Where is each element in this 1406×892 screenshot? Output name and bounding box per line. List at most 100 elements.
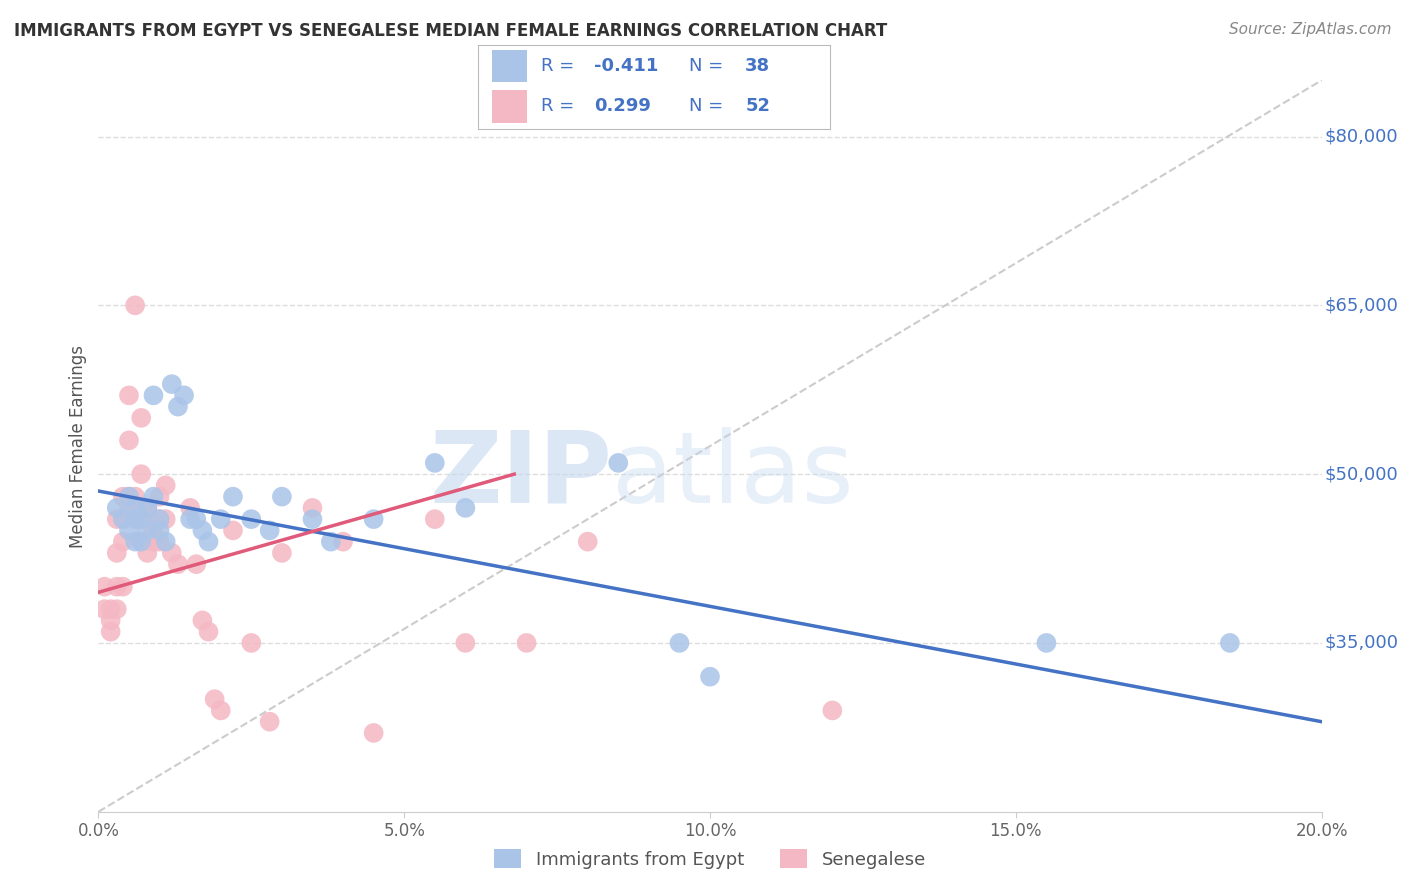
Point <box>516 636 538 650</box>
Point <box>136 524 159 538</box>
Point <box>240 636 263 650</box>
Point <box>118 490 141 504</box>
Point <box>111 490 134 504</box>
Text: $35,000: $35,000 <box>1324 634 1398 652</box>
Point <box>423 512 446 526</box>
Text: 52: 52 <box>745 97 770 115</box>
Point <box>197 624 219 639</box>
Point <box>118 524 141 538</box>
Point <box>142 524 165 538</box>
Text: $80,000: $80,000 <box>1324 128 1398 145</box>
Point <box>149 534 172 549</box>
Point <box>149 512 172 526</box>
FancyBboxPatch shape <box>492 50 527 82</box>
Point <box>209 512 232 526</box>
Point <box>105 546 128 560</box>
Point <box>179 512 201 526</box>
Point <box>111 580 134 594</box>
Text: ZIP: ZIP <box>429 426 612 524</box>
Point <box>129 512 152 526</box>
Y-axis label: Median Female Earnings: Median Female Earnings <box>69 344 87 548</box>
Point <box>105 500 128 515</box>
Point <box>93 580 115 594</box>
Text: 38: 38 <box>745 57 770 75</box>
Point <box>129 512 152 526</box>
Point <box>142 388 165 402</box>
Point <box>129 534 152 549</box>
Point <box>423 456 446 470</box>
Point <box>301 512 323 526</box>
Point <box>222 490 245 504</box>
Point <box>118 388 141 402</box>
Point <box>186 557 208 571</box>
Point <box>118 490 141 504</box>
Point <box>173 388 195 402</box>
Point <box>124 298 146 312</box>
Point <box>576 534 599 549</box>
Text: N =: N = <box>689 97 728 115</box>
Point <box>155 534 177 549</box>
Point <box>142 490 165 504</box>
Text: $65,000: $65,000 <box>1324 296 1398 314</box>
Point <box>111 512 134 526</box>
Point <box>1219 636 1241 650</box>
Point <box>149 524 172 538</box>
Point <box>191 524 214 538</box>
Text: R =: R = <box>541 57 581 75</box>
Text: $50,000: $50,000 <box>1324 465 1398 483</box>
Point <box>111 534 134 549</box>
Point <box>160 546 183 560</box>
Point <box>209 703 232 717</box>
Point <box>136 546 159 560</box>
Point <box>93 602 115 616</box>
Point <box>118 500 141 515</box>
Point <box>124 490 146 504</box>
Text: Source: ZipAtlas.com: Source: ZipAtlas.com <box>1229 22 1392 37</box>
Point <box>155 478 177 492</box>
Text: N =: N = <box>689 57 728 75</box>
Legend: Immigrants from Egypt, Senegalese: Immigrants from Egypt, Senegalese <box>486 842 934 876</box>
Text: 0.299: 0.299 <box>595 97 651 115</box>
Point <box>136 500 159 515</box>
Point <box>100 602 122 616</box>
Point <box>191 614 214 628</box>
Text: atlas: atlas <box>612 426 853 524</box>
Point <box>124 534 146 549</box>
Point <box>363 512 385 526</box>
Point <box>179 500 201 515</box>
Point <box>197 534 219 549</box>
Point <box>105 602 128 616</box>
Point <box>136 500 159 515</box>
Point <box>301 500 323 515</box>
Text: R =: R = <box>541 97 581 115</box>
Point <box>167 400 190 414</box>
Point <box>111 512 134 526</box>
Point <box>149 490 172 504</box>
Point <box>129 410 152 425</box>
Point <box>129 534 152 549</box>
Point <box>454 500 477 515</box>
Point <box>129 467 152 482</box>
Point <box>222 524 245 538</box>
Point <box>607 456 630 470</box>
Point <box>149 512 172 526</box>
Point <box>124 512 146 526</box>
Point <box>204 692 226 706</box>
Text: -0.411: -0.411 <box>595 57 658 75</box>
Point <box>100 624 122 639</box>
Point <box>155 512 177 526</box>
Point <box>118 434 141 448</box>
Point <box>270 546 292 560</box>
Point <box>259 524 281 538</box>
Point <box>699 670 721 684</box>
Point <box>668 636 690 650</box>
Point <box>100 614 122 628</box>
Point <box>821 703 844 717</box>
Point <box>363 726 385 740</box>
Point <box>259 714 281 729</box>
FancyBboxPatch shape <box>492 90 527 122</box>
Text: IMMIGRANTS FROM EGYPT VS SENEGALESE MEDIAN FEMALE EARNINGS CORRELATION CHART: IMMIGRANTS FROM EGYPT VS SENEGALESE MEDI… <box>14 22 887 40</box>
Point <box>319 534 342 549</box>
Point <box>332 534 354 549</box>
Point <box>160 377 183 392</box>
